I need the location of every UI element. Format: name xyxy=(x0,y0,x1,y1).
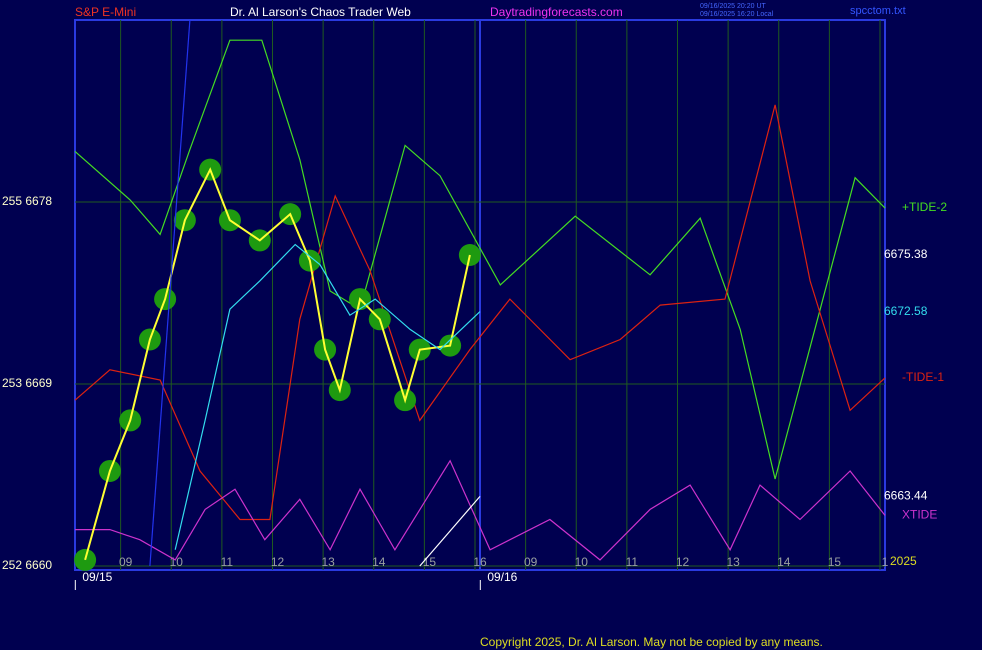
x-tick-label: 15 xyxy=(423,555,437,569)
x-tick-label: 14 xyxy=(777,555,791,569)
series-line xyxy=(74,104,886,521)
date-label: 09/16 xyxy=(487,570,517,584)
stamp-local: 09/16/2025 16:20 Local xyxy=(700,11,774,18)
series-line xyxy=(149,19,191,567)
y-tick-label: 253 6669 xyxy=(2,376,52,390)
end-label: 6675.38 xyxy=(884,247,928,261)
series-line xyxy=(84,167,471,561)
end-label: 6672.58 xyxy=(884,304,928,318)
x-tick-label: 11 xyxy=(221,555,234,569)
stamp-ut: 09/16/2025 20:20 UT xyxy=(700,3,766,10)
x-tick-label: 1 xyxy=(882,555,889,569)
x-tick-label: 13 xyxy=(321,555,335,569)
y-tick-label: 252 6660 xyxy=(2,558,52,572)
site-title: Dr. Al Larson's Chaos Trader Web xyxy=(230,5,411,19)
x-tick-label: 11 xyxy=(626,555,639,569)
x-tick-label: 12 xyxy=(271,555,285,569)
x-tick-label: 09 xyxy=(119,555,133,569)
end-label: 6663.44 xyxy=(884,489,928,503)
price-dot xyxy=(74,548,97,571)
x-tick-label: 13 xyxy=(726,555,740,569)
x-tick-label: 10 xyxy=(575,555,589,569)
series-label: XTIDE xyxy=(902,508,937,522)
series-label: +TIDE-2 xyxy=(902,200,947,214)
series-line xyxy=(419,496,481,567)
price-dot xyxy=(458,243,481,266)
series-line xyxy=(75,459,886,561)
file-name: spcctom.txt xyxy=(850,5,906,17)
series-line xyxy=(74,39,886,480)
date-label: 09/15 xyxy=(82,570,112,584)
series-label: -TIDE-1 xyxy=(902,370,944,384)
site-url: Daytradingforecasts.com xyxy=(490,5,623,19)
x-tick-label: 14 xyxy=(372,555,386,569)
symbol: S&P E-Mini xyxy=(75,5,136,19)
series-line xyxy=(174,243,481,550)
x-tick-label: 16 xyxy=(473,555,487,569)
y-tick-label: 255 6678 xyxy=(2,194,52,208)
x-tick-label: 15 xyxy=(828,555,842,569)
x-tick-label: 09 xyxy=(524,555,538,569)
copyright: Copyright 2025, Dr. Al Larson. May not b… xyxy=(480,635,823,649)
year: 2025 xyxy=(890,554,917,568)
x-tick-label: 12 xyxy=(676,555,690,569)
